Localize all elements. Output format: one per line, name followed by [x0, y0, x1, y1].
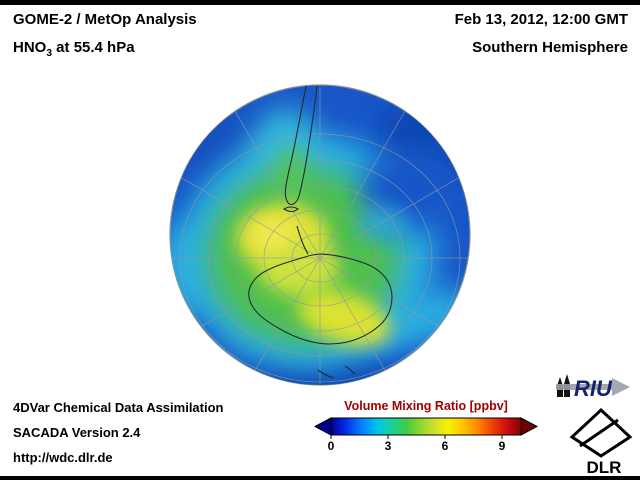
colorbar-right-arrow — [520, 417, 538, 436]
top-border — [0, 0, 640, 5]
colorbar — [314, 417, 538, 439]
tick-label-9: 9 — [498, 439, 506, 453]
header-datetime: Feb 13, 2012, 12:00 GMT — [454, 11, 628, 28]
cathedral-icon — [557, 374, 570, 397]
graticule — [170, 88, 470, 385]
dlr-logo: DLR — [569, 407, 633, 476]
species-level-label: HNO3 at 55.4 hPa — [13, 39, 135, 59]
riu-logo: RIU — [556, 374, 630, 401]
species-suffix: at 55.4 hPa — [52, 39, 135, 56]
header-hemisphere: Southern Hemisphere — [472, 39, 628, 56]
riu-text: RIU — [574, 376, 613, 401]
tick-label-6: 6 — [441, 439, 449, 453]
riu-arrow-icon — [556, 378, 630, 396]
dlr-text: DLR — [587, 458, 622, 476]
analysis-title: GOME-2 / MetOp Analysis — [13, 11, 197, 28]
colorbar-title: Volume Mixing Ratio [ppbv] — [344, 399, 508, 413]
tick-label-0: 0 — [327, 439, 335, 453]
species-subscript: 3 — [46, 48, 53, 59]
tick-label-3: 3 — [384, 439, 392, 453]
colorbar-left-arrow — [314, 417, 332, 436]
colorbar-tick-marks — [330, 435, 503, 439]
url-label: http://wdc.dlr.de — [13, 450, 113, 465]
species-prefix: HNO — [13, 39, 47, 56]
version-label: SACADA Version 2.4 — [13, 425, 141, 440]
dlr-emblem-icon — [569, 407, 633, 458]
colorbar-tick-labels: 0 3 6 9 — [314, 439, 538, 455]
colorbar-gradient — [330, 417, 522, 436]
assimilation-label: 4DVar Chemical Data Assimilation — [13, 400, 224, 415]
bottom-border — [0, 476, 640, 480]
